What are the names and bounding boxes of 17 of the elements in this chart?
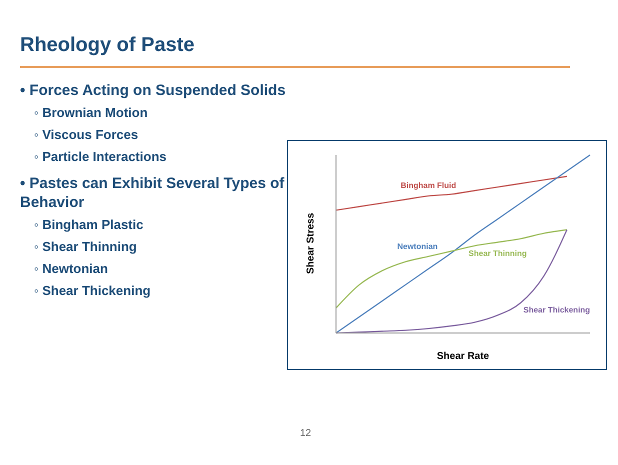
text: ◦ Bingham Plastic — [34, 216, 144, 234]
series-label: Shear Thickening — [523, 306, 590, 315]
y-axis-title: Shear Stress — [306, 212, 317, 274]
text: ◦ Particle Interactions — [34, 148, 168, 166]
text: ◦ Shear Thickening — [34, 282, 152, 300]
text: ◦ Shear Thinning — [34, 238, 138, 256]
series-label: Bingham Fluid — [400, 180, 456, 190]
text: 12 — [300, 428, 312, 439]
text: ◦ Viscous Forces — [34, 126, 140, 144]
text: • Forces Acting on Suspended Solids — [20, 81, 287, 100]
series-label: Newtonian — [397, 242, 438, 251]
text: • Pastes can Exhibit Several Types of Behavior — [20, 174, 286, 212]
text: Rheology of Paste — [20, 34, 194, 57]
series-label: Shear Thinning — [468, 249, 527, 258]
text: ◦ Brownian Motion — [34, 104, 149, 122]
x-axis-title: Shear Rate — [436, 351, 490, 362]
text: ◦ Newtonian — [34, 260, 109, 278]
